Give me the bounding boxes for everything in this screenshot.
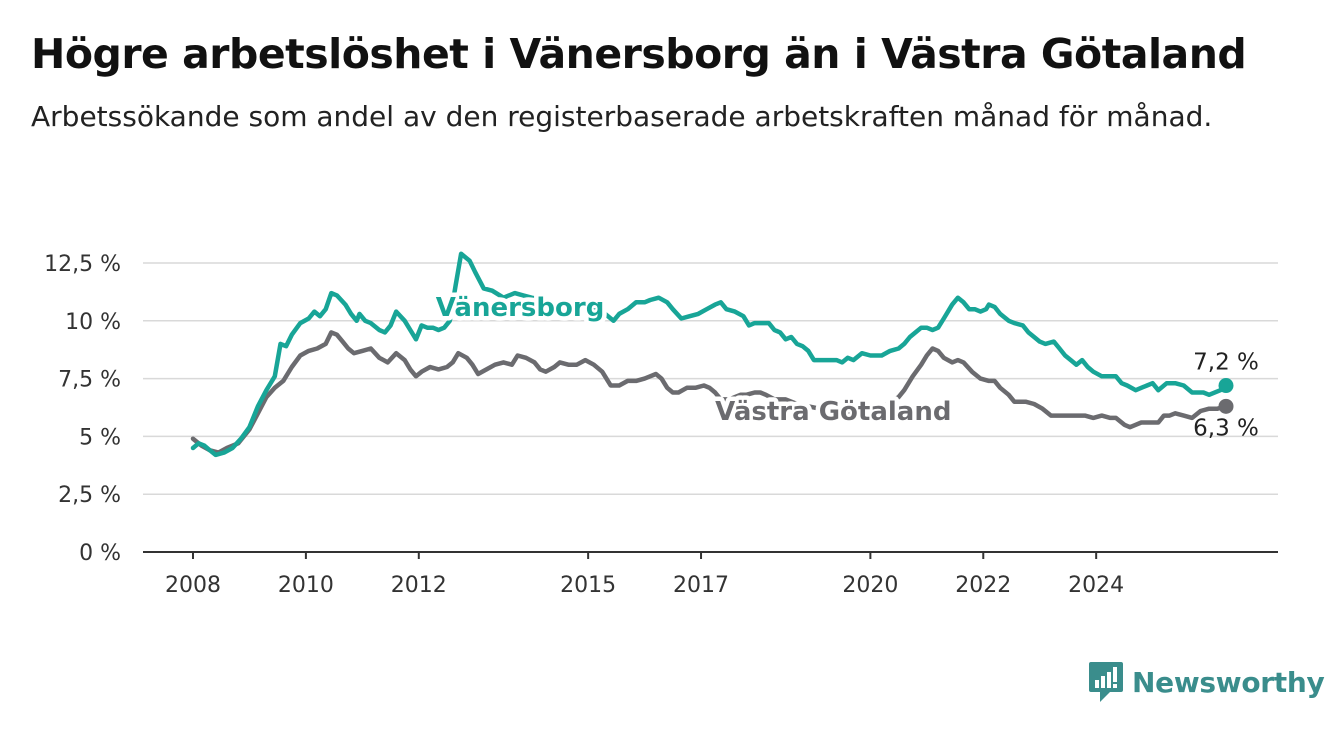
x-tick-label: 2022 <box>955 573 1011 598</box>
y-tick-label: 2,5 % <box>58 483 121 508</box>
x-tick-label: 2024 <box>1068 573 1124 598</box>
end-label-vanersborg: 7,2 % <box>1193 350 1259 376</box>
brand-name: Newsworthy <box>1132 665 1325 699</box>
y-tick-label: 7,5 % <box>58 368 121 393</box>
series-label-vanersborg: Vänersborg <box>436 293 605 323</box>
brand-logo: Newsworthy <box>1088 660 1325 704</box>
y-tick-label: 0 % <box>79 541 121 566</box>
x-tick-label: 2012 <box>391 573 447 598</box>
x-tick-label: 2020 <box>842 573 898 598</box>
end-label-vastra-gotaland: 6,3 % <box>1193 415 1259 441</box>
x-tick-label: 2010 <box>278 573 334 598</box>
series-line-vanersborg <box>190 251 1229 458</box>
y-tick-label: 10 % <box>65 310 121 335</box>
chart-title: Högre arbetslöshet i Vänersborg än i Väs… <box>31 30 1247 78</box>
chart-subtitle: Arbetssökande som andel av den registerb… <box>31 100 1213 133</box>
end-point-vastra-gotaland <box>1218 398 1234 414</box>
x-tick-label: 2015 <box>560 573 616 598</box>
y-tick-label: 12,5 % <box>44 252 121 277</box>
series-label-vastra-gotaland: Västra Götaland <box>715 397 951 427</box>
end-point-vanersborg <box>1218 378 1234 394</box>
x-tick-label: 2008 <box>165 573 221 598</box>
x-tick-label: 2017 <box>673 573 729 598</box>
y-tick-label: 5 % <box>79 425 121 450</box>
newsworthy-logo-icon <box>1089 662 1123 702</box>
series-line-vastra-gotaland <box>190 330 1229 455</box>
